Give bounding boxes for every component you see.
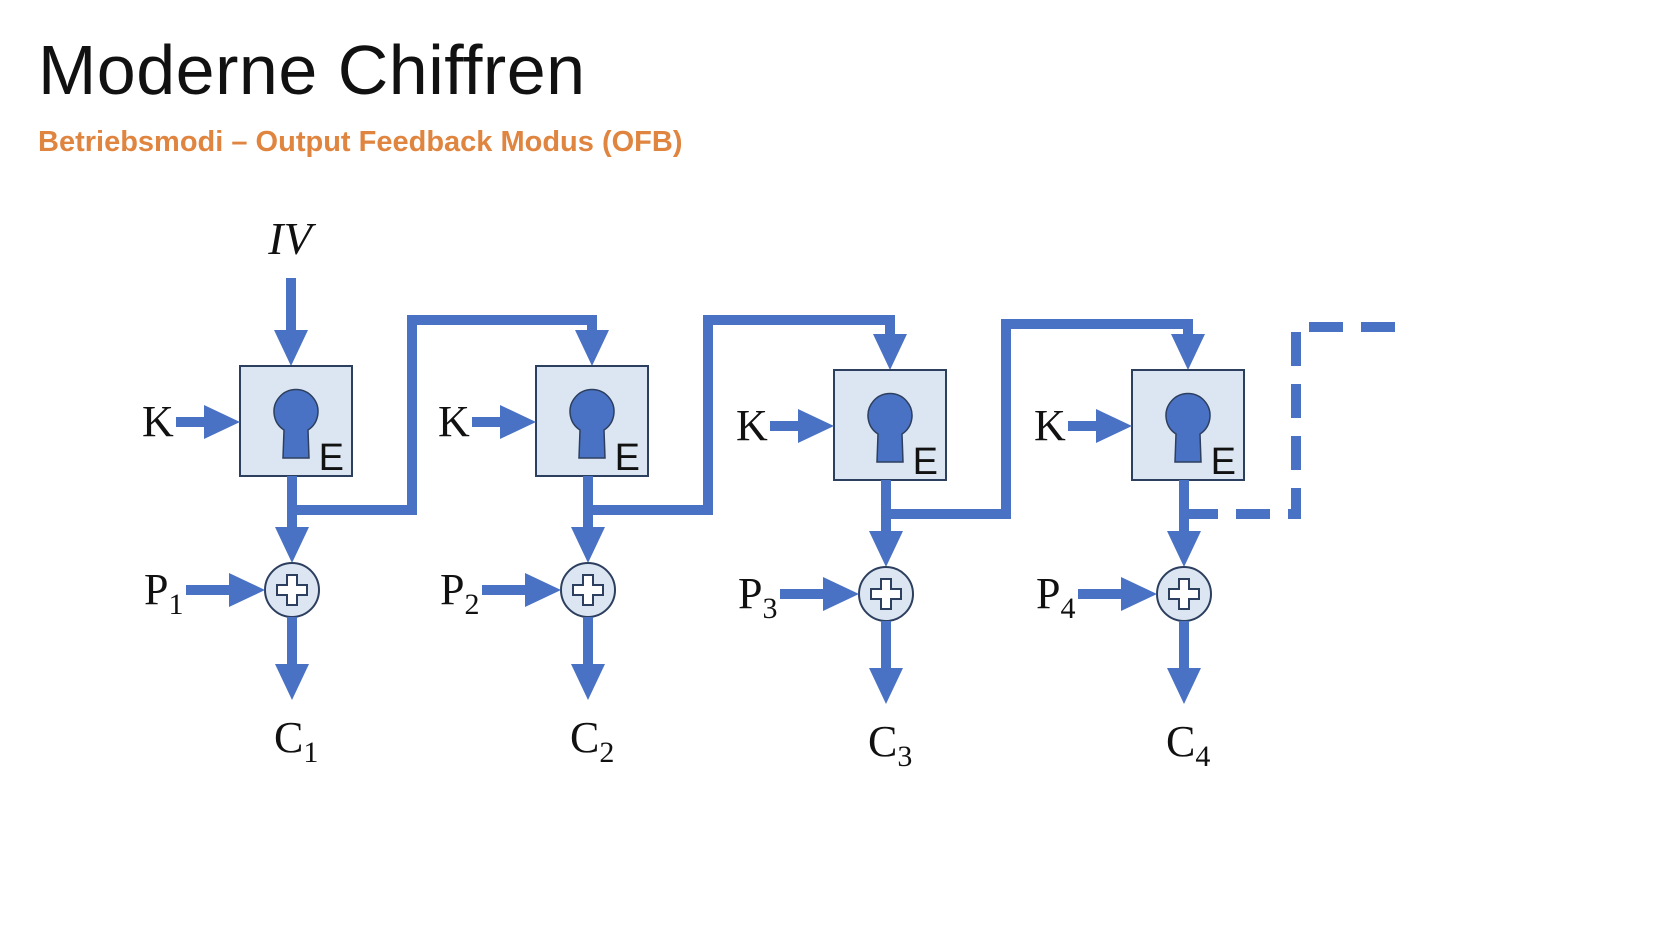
key-arrow-head xyxy=(798,409,834,443)
xor-plus-icon xyxy=(870,578,902,610)
feedback-line xyxy=(886,319,1193,519)
ofb-stage-4: E xyxy=(1131,369,1245,483)
xor-plus-icon xyxy=(276,574,308,606)
key-label: K xyxy=(438,397,470,446)
ciphertext-label: C3 xyxy=(868,717,912,773)
xor-icon xyxy=(560,562,616,618)
plaintext-arrow-head xyxy=(823,577,859,611)
feedback-line xyxy=(588,315,895,515)
ciphertext-arrow-head xyxy=(571,664,605,700)
ciphertext-label: C2 xyxy=(570,713,614,769)
keyhole-icon xyxy=(867,392,913,463)
keyhole-icon xyxy=(569,388,615,459)
feedback-line-continued xyxy=(1184,322,1400,519)
keystream-arrow-head xyxy=(869,531,903,567)
key-label: K xyxy=(142,397,174,446)
cipher-label: E xyxy=(319,437,344,479)
keystream-arrow-head xyxy=(275,527,309,563)
slide-title: Moderne Chiffren xyxy=(38,31,586,109)
plaintext-arrow-head xyxy=(1121,577,1157,611)
keystream-arrow-head xyxy=(571,527,605,563)
key-label: K xyxy=(1034,401,1066,450)
key-label: K xyxy=(736,401,768,450)
xor-icon xyxy=(1156,566,1212,622)
feedback-arrow-head xyxy=(1171,334,1205,370)
feedback-arrow-head xyxy=(873,334,907,370)
cipher-label: E xyxy=(615,437,640,479)
ciphertext-arrow-head xyxy=(869,668,903,704)
plaintext-arrow-head xyxy=(229,573,265,607)
plaintext-index: 3 xyxy=(762,592,777,625)
plaintext-label: P4 xyxy=(1036,569,1075,625)
ciphertext-index: 1 xyxy=(303,736,318,769)
ciphertext-index: 2 xyxy=(599,736,614,769)
key-arrow-head xyxy=(1096,409,1132,443)
ciphertext-label: C4 xyxy=(1166,717,1210,773)
xor-plus-icon xyxy=(572,574,604,606)
keyhole-icon xyxy=(273,388,319,459)
ofb-stage-3: E xyxy=(833,369,947,483)
plaintext-arrow-head xyxy=(525,573,561,607)
feedback-arrow-head xyxy=(575,330,609,366)
iv-arrow-head xyxy=(274,330,308,366)
cipher-label: E xyxy=(1211,441,1236,483)
ciphertext-index: 4 xyxy=(1195,740,1210,773)
ofb-stage-1: E xyxy=(239,365,353,479)
plaintext-label: P3 xyxy=(738,569,777,625)
plaintext-index: 1 xyxy=(168,588,183,621)
ciphertext-arrow-head xyxy=(275,664,309,700)
keyhole-icon xyxy=(1165,392,1211,463)
xor-icon xyxy=(264,562,320,618)
plaintext-label: P2 xyxy=(440,565,479,621)
ciphertext-index: 3 xyxy=(897,740,912,773)
plaintext-label: P1 xyxy=(144,565,183,621)
key-arrow-head xyxy=(204,405,240,439)
xor-plus-icon xyxy=(1168,578,1200,610)
ciphertext-label: C1 xyxy=(274,713,318,769)
key-arrow-head xyxy=(500,405,536,439)
ofb-stage-2: E xyxy=(535,365,649,479)
feedback-line xyxy=(292,315,597,515)
cipher-label: E xyxy=(913,441,938,483)
slide-subtitle: Betriebsmodi – Output Feedback Modus (OF… xyxy=(38,126,683,158)
plaintext-index: 4 xyxy=(1060,592,1075,625)
keystream-arrow-head xyxy=(1167,531,1201,567)
ciphertext-arrow-head xyxy=(1167,668,1201,704)
xor-icon xyxy=(858,566,914,622)
iv-label: IV xyxy=(267,213,316,264)
plaintext-index: 2 xyxy=(464,588,479,621)
